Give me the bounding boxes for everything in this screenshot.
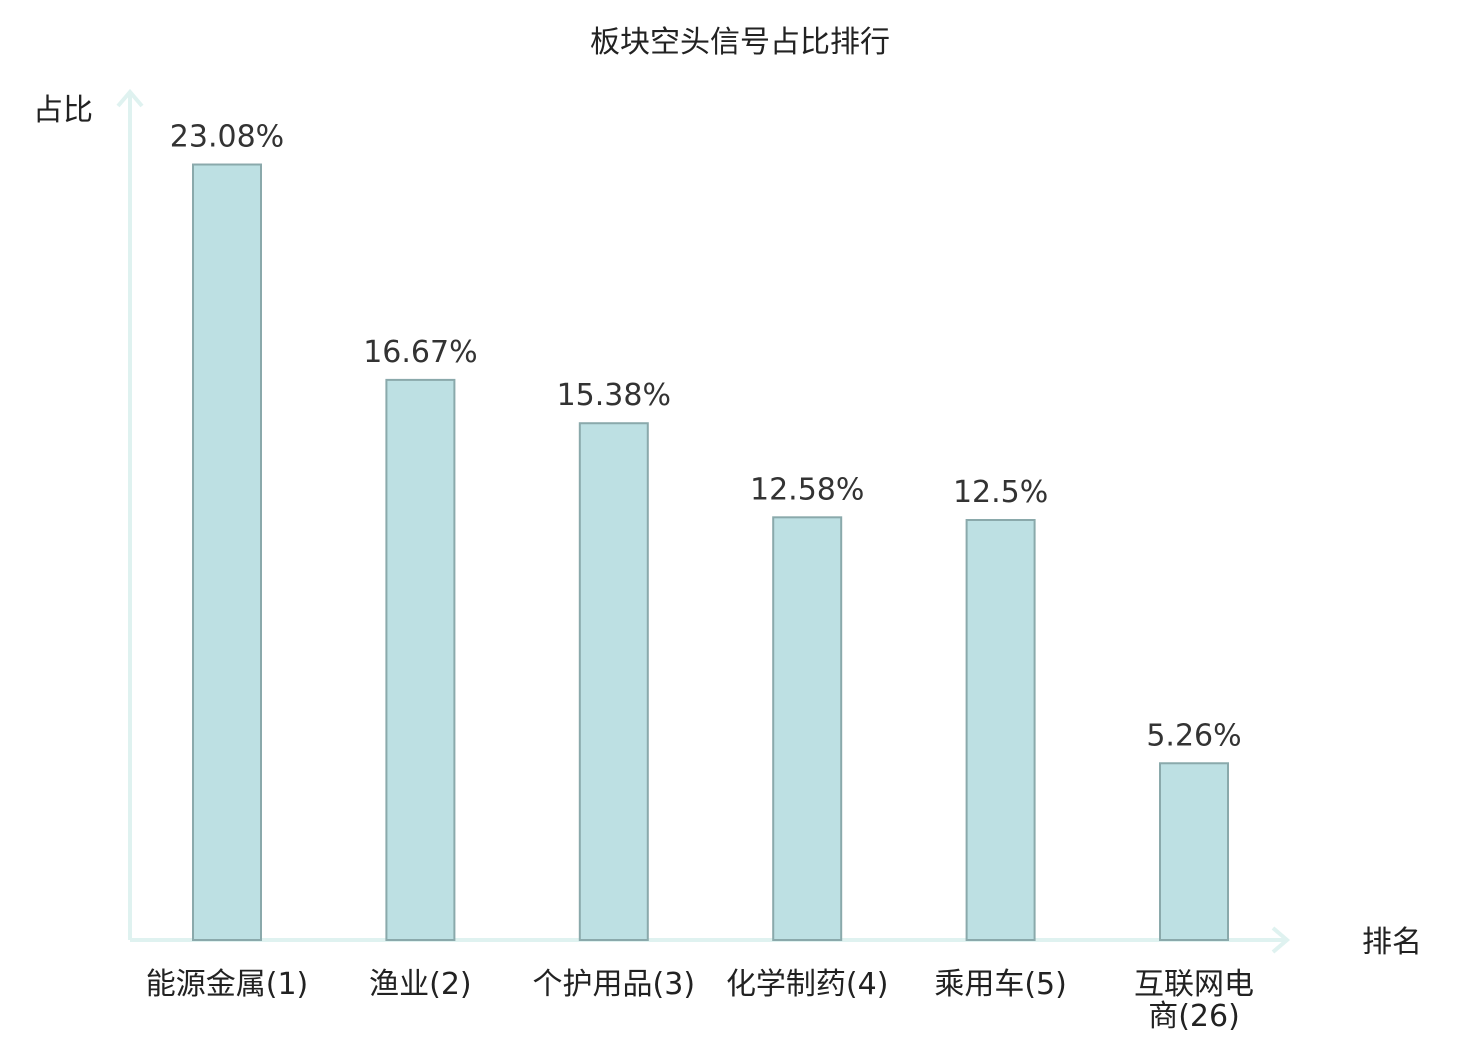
x-axis-label: 排名 [1362, 925, 1422, 960]
bar-2 [385, 378, 456, 941]
x-axis-arrow [1271, 926, 1291, 954]
value-label-3: 15.38% [557, 378, 671, 413]
y-axis-label: 占比 [33, 93, 93, 128]
bar-6 [1159, 762, 1229, 941]
bars-group [192, 163, 1229, 941]
value-label-2: 16.67% [363, 335, 477, 370]
axes [116, 88, 1291, 954]
bar-3 [578, 422, 649, 941]
category-label-3: 个护用品(3) [533, 967, 696, 1002]
y-axis-arrow [116, 88, 144, 108]
value-labels-group: 23.08% 16.67% 15.38% 12.58% 12.5% 5.26% [170, 120, 1242, 754]
value-label-1: 23.08% [170, 120, 284, 155]
category-label-5: 乘用车(5) [934, 967, 1067, 1002]
value-label-5: 12.5% [953, 475, 1048, 510]
value-label-4: 12.58% [750, 472, 864, 507]
category-label-6: 互联网电商(26) [1134, 967, 1254, 1034]
category-labels-group: 能源金属(1) 渔业(2) 个护用品(3) 化学制药(4) 乘用车(5) 互联网电商(26… [146, 967, 1254, 1034]
bar-4 [772, 516, 843, 941]
value-label-6: 5.26% [1146, 718, 1241, 753]
chart-title: 板块空头信号占比排行 [590, 25, 890, 60]
category-label-1: 能源金属(1) [146, 967, 309, 1002]
category-label-2: 渔业(2) [369, 967, 472, 1002]
bar-5 [965, 519, 1036, 941]
category-label-4: 化学制药(4) [726, 967, 889, 1002]
bar-1 [192, 163, 262, 941]
